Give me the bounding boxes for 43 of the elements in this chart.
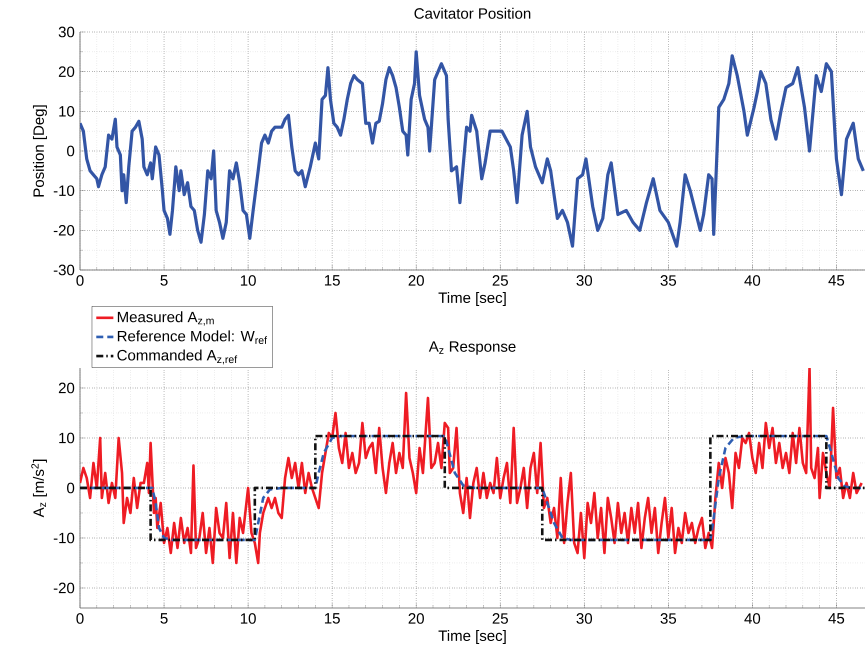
- y-tick-label: 0: [67, 482, 74, 494]
- x-tick-label: 10: [240, 275, 256, 286]
- x-tick-label: 40: [744, 613, 760, 624]
- y-axis-title: Position [Deg]: [32, 105, 47, 196]
- x-tick-label: 15: [324, 275, 340, 286]
- x-tick-label: 45: [828, 275, 844, 286]
- y-tick-label: -30: [54, 264, 74, 276]
- legend-label: Commanded A$_{z,ref}$: [117, 350, 238, 364]
- legend-label: Measured A$_{z,m}$: [118, 311, 214, 326]
- x-tick-label: 40: [744, 275, 760, 286]
- chart-title: A$_{z}$ Response: [428, 341, 516, 355]
- x-tick-label: 30: [576, 275, 592, 286]
- x-tick-label: 20: [408, 275, 424, 286]
- y-axis-title: A$_{z}$ [m/s$^{2}$]: [31, 460, 47, 518]
- x-tick-label: 25: [492, 275, 508, 286]
- y-tick-label: -10: [54, 185, 74, 196]
- line-series: [80, 368, 863, 564]
- y-tick-label: 0: [67, 146, 74, 156]
- x-tick-label: 5: [160, 613, 168, 624]
- x-tick-label: 35: [660, 613, 676, 624]
- y-tick-label: 30: [58, 26, 74, 38]
- y-tick-label: 20: [58, 382, 74, 394]
- y-tick-label: 10: [59, 432, 74, 444]
- x-tick-label: 5: [160, 275, 168, 286]
- x-axis-title: Time [sec]: [438, 630, 506, 644]
- y-tick-label: -20: [54, 225, 74, 236]
- x-tick-label: 15: [324, 613, 340, 624]
- y-tick-label: -20: [54, 582, 74, 594]
- x-axis-title: Time [sec]: [438, 292, 506, 306]
- x-tick-label: 35: [660, 275, 676, 286]
- y-tick-label: 10: [59, 106, 74, 117]
- x-tick-label: 20: [408, 613, 424, 624]
- chart-title: Cavitator Position: [414, 8, 530, 19]
- x-tick-label: 10: [240, 613, 256, 624]
- x-tick-label: 0: [76, 275, 84, 286]
- x-tick-label: 25: [492, 613, 508, 624]
- y-tick-label: -10: [54, 532, 74, 544]
- x-tick-label: 0: [76, 613, 84, 624]
- y-tick-label: 20: [58, 66, 74, 77]
- legend-label: Reference Model: W$_{ref}$: [118, 330, 268, 344]
- x-tick-label: 30: [576, 613, 592, 624]
- x-tick-label: 45: [828, 613, 844, 624]
- line-series: [80, 434, 865, 542]
